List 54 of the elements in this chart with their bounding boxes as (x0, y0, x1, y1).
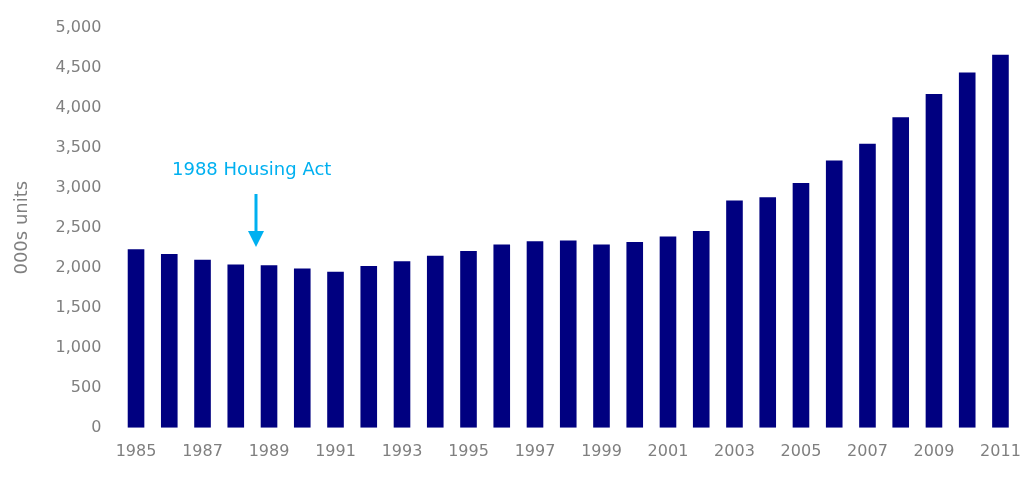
bar (692, 230, 710, 428)
x-tick-label: 1991 (315, 440, 356, 460)
x-tick-label: 1985 (115, 440, 157, 460)
bar (393, 261, 411, 428)
bar (227, 264, 245, 428)
x-tick-label: 1987 (182, 440, 223, 460)
y-tick-label: 4,000 (55, 96, 102, 116)
bar (260, 265, 278, 428)
bar (559, 240, 577, 428)
bar (825, 160, 843, 428)
bar (526, 241, 544, 428)
annotation: 1988 Housing Act (172, 158, 332, 179)
bar (726, 200, 743, 428)
x-tick-label: 1989 (248, 440, 290, 460)
y-tick-label: 2,500 (55, 216, 102, 236)
y-axis-title: 000s units (10, 180, 32, 275)
bar (792, 182, 810, 428)
bar (992, 54, 1009, 428)
y-tick-label: 1,500 (55, 296, 102, 316)
bar (194, 259, 211, 428)
x-tick-label: 1999 (581, 440, 622, 460)
x-tick-label: 2005 (780, 440, 822, 460)
bar (327, 271, 344, 428)
y-tick-label: 0 (91, 416, 102, 436)
bar (426, 255, 444, 428)
y-tick-label: 1,000 (55, 336, 102, 356)
bar (859, 143, 876, 428)
x-tick-label: 2011 (980, 440, 1021, 460)
bar (593, 244, 610, 428)
bar (460, 250, 477, 428)
bar (925, 94, 943, 428)
bar (759, 197, 777, 428)
bar (626, 242, 644, 428)
y-tick-label: 500 (70, 376, 102, 396)
x-tick-label: 1995 (448, 440, 489, 460)
y-tick-label: 4,500 (55, 56, 102, 76)
x-tick-label: 2007 (847, 440, 888, 460)
x-tick-label: 1997 (514, 440, 556, 460)
bar (659, 236, 677, 428)
x-tick-label: 2009 (913, 440, 955, 460)
x-tick-label: 2001 (647, 440, 689, 460)
y-tick-label: 3,500 (55, 136, 102, 156)
y-tick-label: 3,000 (55, 176, 102, 196)
bar (958, 72, 976, 428)
bar (360, 266, 378, 428)
bar (493, 244, 511, 428)
bar (127, 249, 145, 428)
bar (293, 268, 311, 428)
bar (892, 117, 910, 428)
x-tick-label: 1993 (381, 440, 423, 460)
x-tick-label: 2003 (714, 440, 755, 460)
y-tick-label: 2,000 (55, 256, 102, 276)
y-tick-label: 5,000 (55, 16, 102, 36)
bar (160, 254, 178, 428)
